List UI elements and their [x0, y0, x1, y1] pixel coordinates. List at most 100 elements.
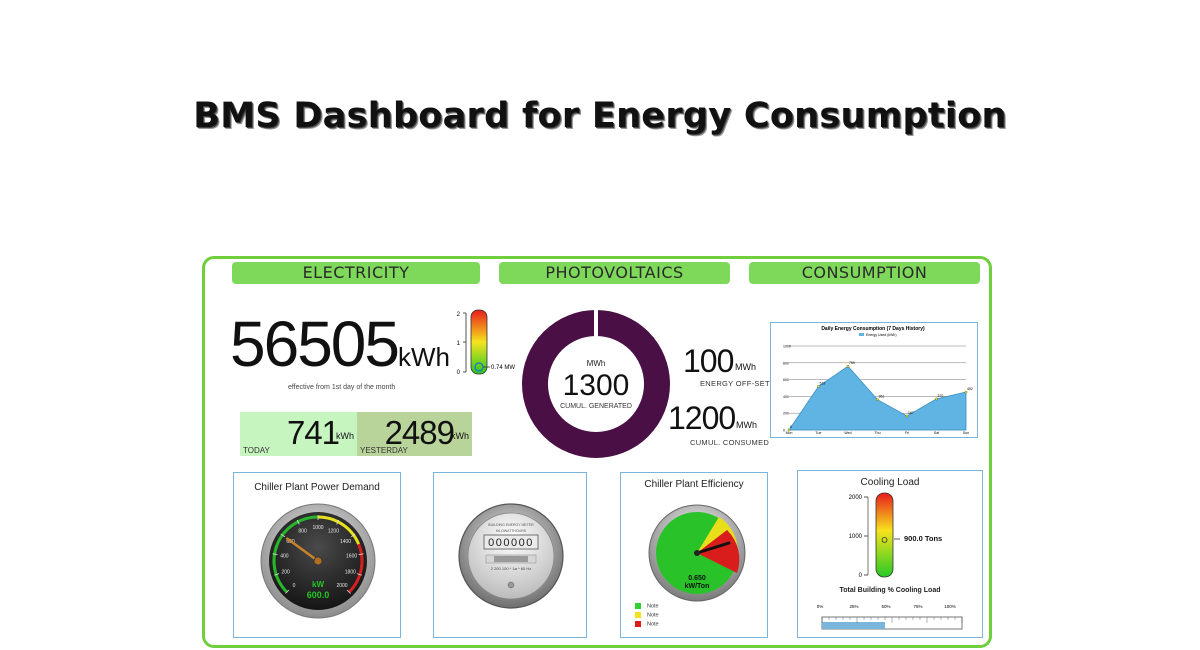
meter-sub: KILOWATTHOURS — [496, 529, 527, 533]
demand-tick-label: 2000 — [336, 583, 347, 589]
demand-needle-hub — [313, 556, 323, 566]
chart-data-label: 0 — [790, 425, 792, 429]
pv-donut: MWh 1300 CUMUL. GENERATED — [522, 309, 670, 458]
demand-tick-mark — [358, 553, 364, 555]
chart-point — [787, 428, 791, 432]
meter-digits: 000000 — [488, 537, 534, 549]
tab-electricity[interactable]: ELECTRICITY — [232, 262, 480, 284]
legend-label: Note — [647, 603, 659, 610]
demand-thermometer: 2 1 0 0.74 MW — [457, 309, 515, 376]
legend-label: Note — [647, 621, 659, 628]
today-unit: kWh — [336, 431, 354, 441]
chart-point — [935, 397, 938, 401]
chart-xtick-label: Sat — [934, 431, 939, 435]
efficiency-legend: Note Note Note — [635, 603, 659, 630]
demand-tick-mark — [272, 553, 278, 555]
chart-point — [876, 398, 879, 402]
today-value: 741 — [286, 414, 340, 451]
legend-label: Note — [647, 612, 659, 619]
efficiency-legend-item: Note — [635, 612, 659, 621]
chart-ytick-label: 400 — [783, 395, 789, 399]
pct-bar-fill — [822, 622, 885, 629]
pv-offset-label: ENERGY OFF-SET — [700, 379, 770, 388]
today-label: TODAY — [243, 446, 270, 455]
efficiency-legend-item: Note — [635, 603, 659, 612]
demand-tick-mark — [285, 589, 290, 594]
yesterday-box: 2489 kWh YESTERDAY — [357, 412, 472, 456]
yesterday-label: YESTERDAY — [360, 446, 408, 455]
efficiency-unit: kW/Ton — [685, 583, 710, 590]
pct-tick: 50% — [881, 604, 890, 609]
chart-data-label: 519 — [820, 381, 826, 385]
chart-point — [817, 385, 820, 388]
chiller-demand-title: Chiller Plant Power Demand — [254, 482, 380, 493]
chart-legend-swatch — [859, 333, 864, 336]
page-title: BMS Dashboard for Energy Consumption — [193, 96, 1007, 136]
efficiency-legend-item: Note — [635, 621, 659, 630]
chart-ytick-label: 200 — [783, 412, 789, 416]
cooling-tick-1000: 1000 — [849, 534, 863, 540]
demand-tick-mark — [280, 533, 286, 538]
tab-photovoltaics[interactable]: PHOTOVOLTAICS — [499, 262, 730, 284]
efficiency-needle — [695, 541, 731, 555]
legend-swatch-red — [635, 621, 641, 627]
cooling-tick-2000: 2000 — [849, 495, 863, 501]
chart-data-label: 370 — [938, 394, 944, 398]
demand-tick-mark — [296, 519, 300, 525]
chart-ytick-label: 800 — [783, 361, 789, 365]
consumption-chart-panel: Daily Energy Consumption (7 Days History… — [770, 322, 978, 438]
legend-swatch-yellow — [635, 612, 641, 618]
chart-ytick-label: 1000 — [783, 345, 791, 349]
thermo-tick-0: 0 — [457, 370, 461, 376]
meter-footer: 2 200 100 * 1ø * 60 Hz — [491, 566, 531, 571]
chart-data-label: 452 — [967, 387, 973, 391]
demand-tick-mark — [274, 573, 280, 576]
demand-tick-mark — [350, 533, 356, 538]
demand-unit: kW — [312, 580, 324, 589]
pct-tick: 100% — [944, 604, 956, 609]
chart-area-series — [788, 365, 967, 431]
chiller-demand-panel: Chiller Plant Power Demand 0200400600800… — [233, 472, 401, 638]
chart-data-label: 361 — [879, 395, 885, 399]
chart-xtick-label: Thu — [874, 431, 880, 435]
demand-tick-label: 0 — [293, 583, 296, 589]
chart-data-label: 167 — [908, 411, 914, 415]
consumption-area-chart: Daily Energy Consumption (7 Days History… — [783, 326, 973, 435]
chart-xtick-label: Mon — [786, 431, 793, 435]
pv-offset-value: 100 — [683, 343, 734, 379]
chart-title: Daily Energy Consumption (7 Days History… — [821, 326, 925, 332]
chart-legend-label: Energy Used (kWh) — [866, 333, 897, 337]
yesterday-value: 2489 — [384, 414, 455, 451]
today-box: 741 kWh TODAY — [240, 412, 357, 456]
demand-readout: 600.0 — [307, 590, 330, 600]
demand-tick-label: 1400 — [340, 539, 351, 545]
legend-swatch-green — [635, 603, 641, 609]
pv-consumed-unit: MWh — [736, 420, 757, 430]
chart-point — [846, 364, 850, 368]
cooling-subtitle: Total Building % Cooling Load — [839, 587, 941, 594]
yesterday-unit: kWh — [451, 431, 469, 441]
thermo-readout: 0.74 MW — [491, 365, 515, 371]
chart-point — [905, 414, 909, 418]
demand-tick-label: 1600 — [346, 554, 357, 560]
pv-donut-unit: MWh — [587, 359, 606, 368]
meter-header: BUILDING ENERGY METER — [488, 523, 534, 527]
pv-consumed-value: 1200 — [668, 400, 736, 436]
demand-tick-mark — [346, 589, 351, 594]
demand-tick-label: 800 — [298, 529, 307, 535]
cooling-load-title: Cooling Load — [860, 477, 920, 488]
pv-donut-label: CUMUL. GENERATED — [560, 403, 632, 410]
demand-needle — [286, 537, 320, 563]
chiller-efficiency-title: Chiller Plant Efficiency — [644, 479, 744, 490]
chart-xtick-label: Fri — [905, 431, 909, 435]
pv-donut-value: 1300 — [563, 369, 630, 402]
electricity-total-value: 56505 — [230, 308, 400, 380]
demand-tick-label: 400 — [280, 554, 289, 560]
chart-xtick-label: Wed — [844, 431, 851, 435]
tab-consumption[interactable]: CONSUMPTION — [749, 262, 980, 284]
meter-panel: BUILDING ENERGY METER KILOWATTHOURS 0000… — [433, 472, 587, 638]
chart-ytick-label: 600 — [783, 378, 789, 382]
pct-tick: 0% — [817, 604, 824, 609]
chart-xtick-label: Tue — [816, 431, 822, 435]
demand-tick-label: 1200 — [328, 529, 339, 535]
